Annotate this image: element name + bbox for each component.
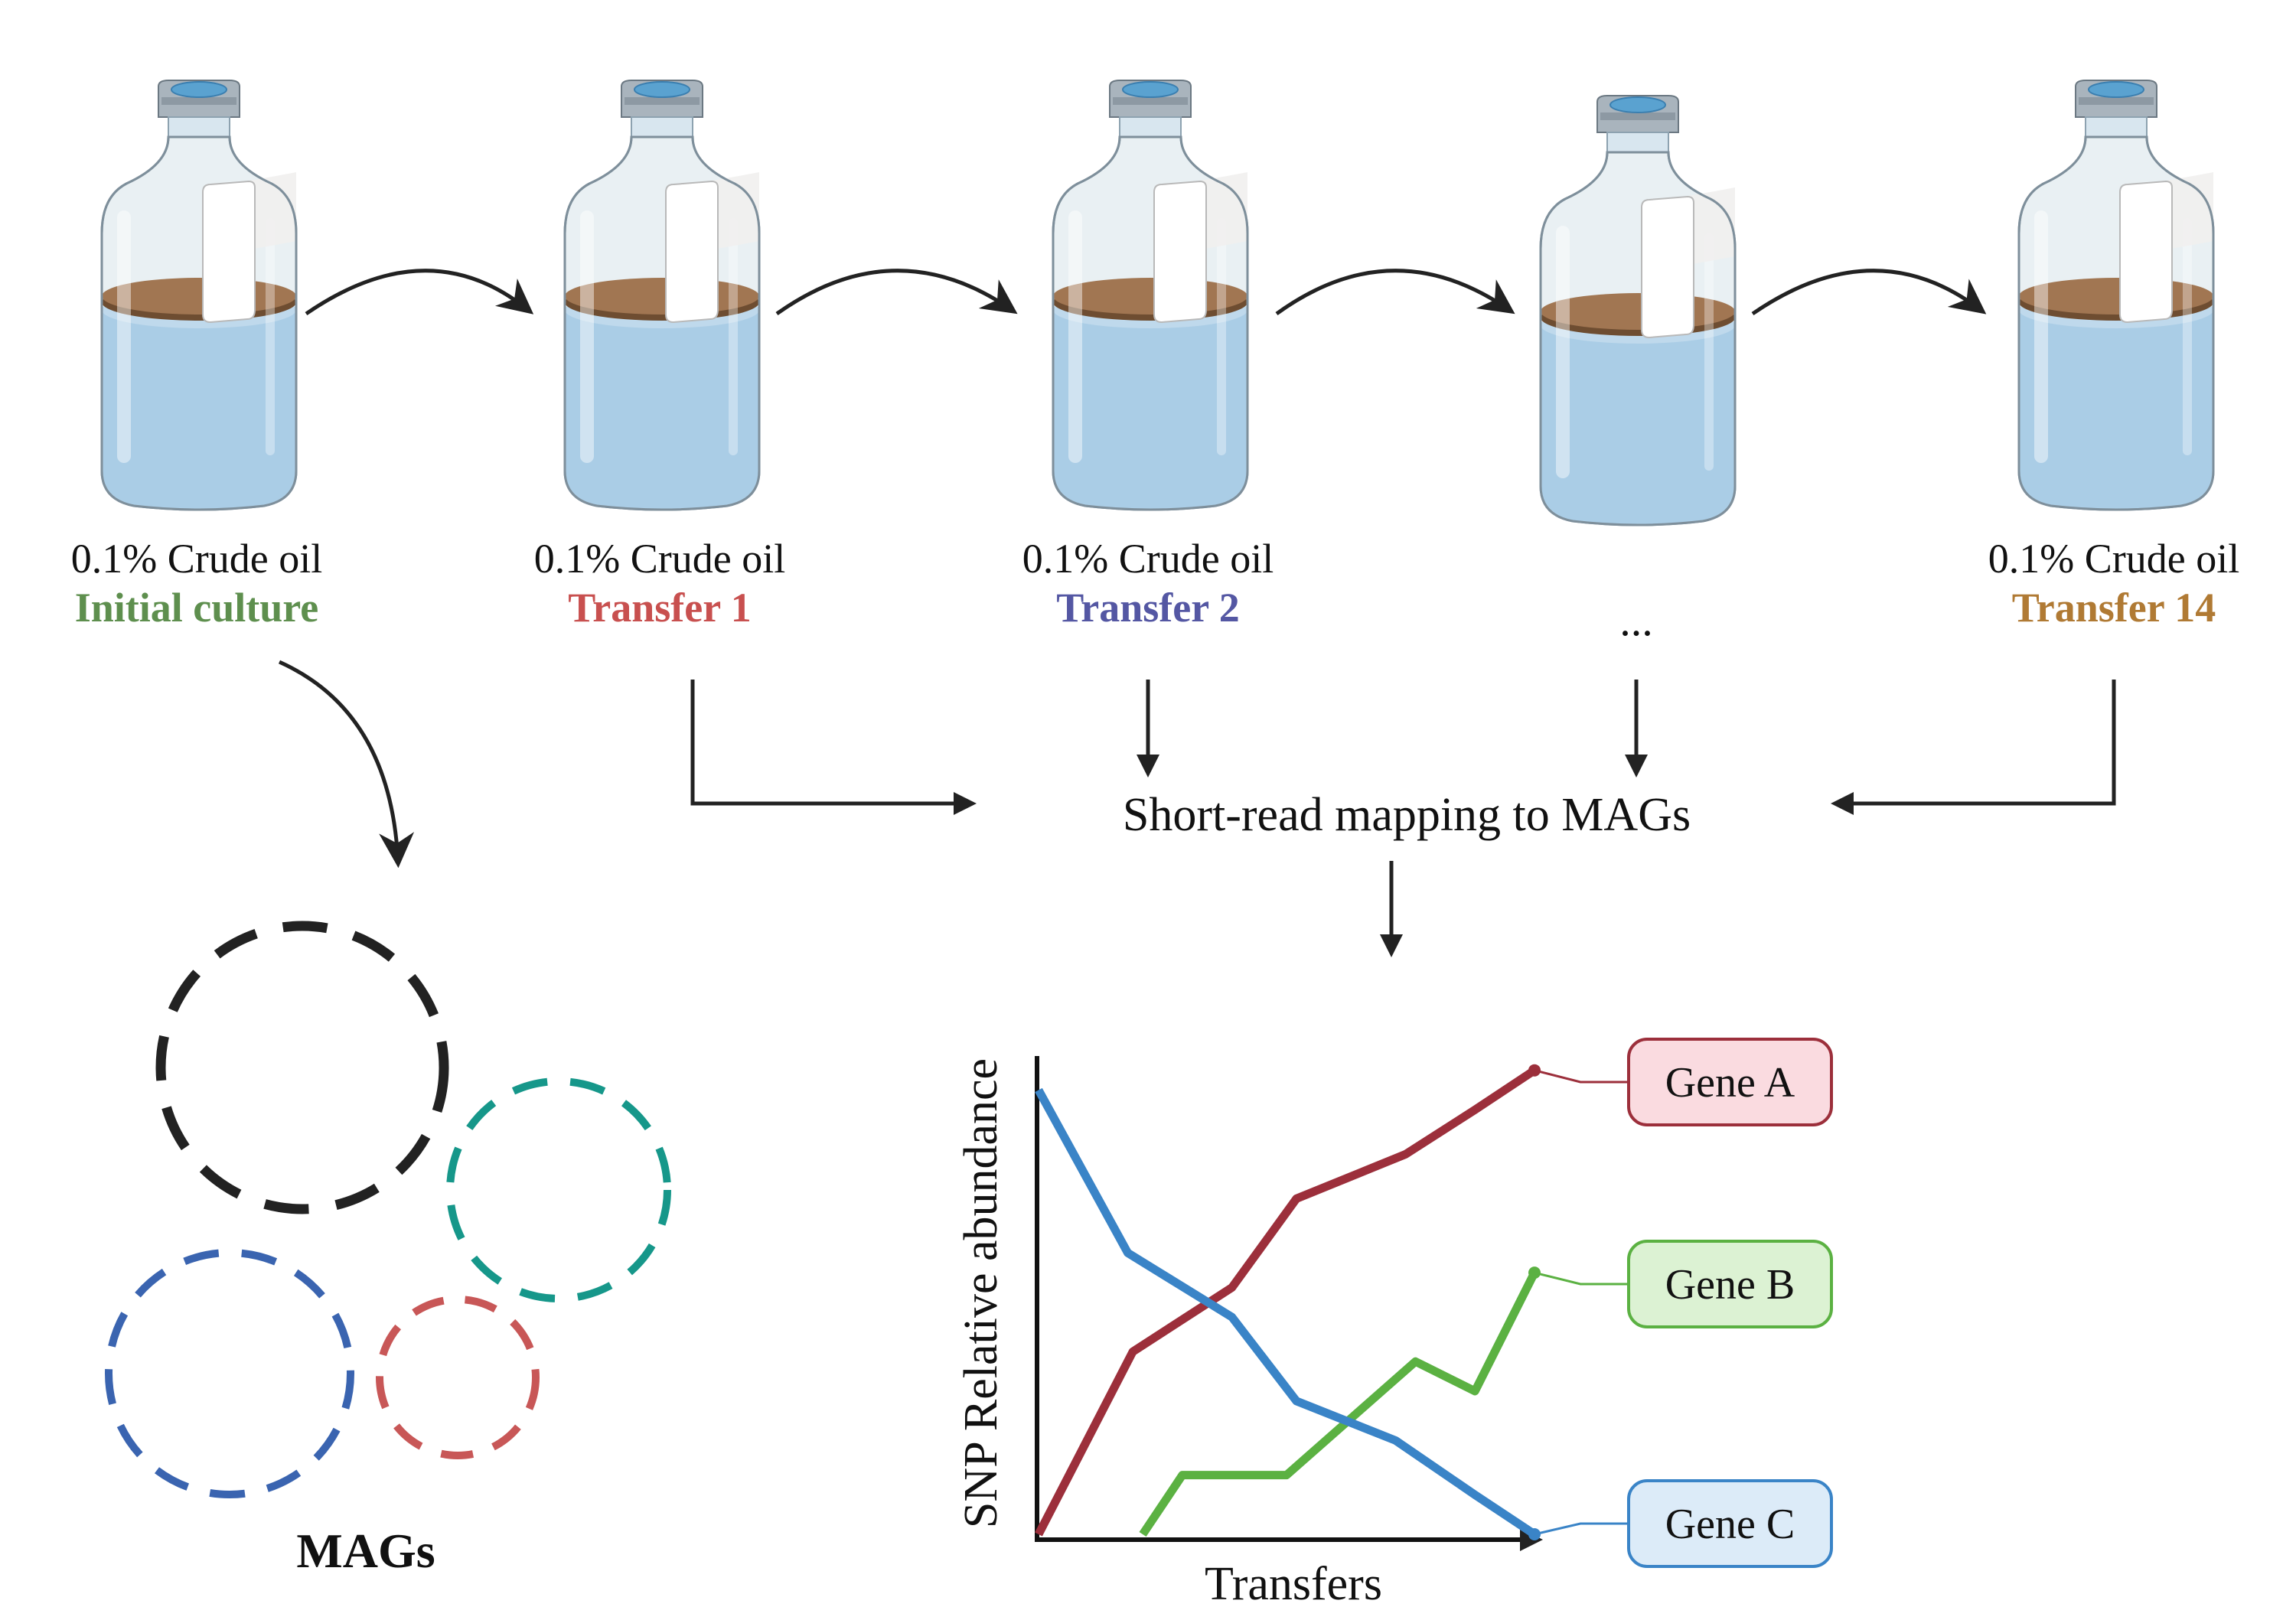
leader-gene-a bbox=[1534, 1069, 1629, 1084]
legend-box-gene-c bbox=[1627, 1479, 1833, 1568]
bottle-transfer-14 bbox=[2017, 79, 2215, 511]
bottle-transfer-1 bbox=[563, 79, 761, 511]
transfer-1-label: Transfer 1 bbox=[568, 585, 751, 631]
legend-label-gene-a: Gene A bbox=[1665, 1059, 1795, 1107]
legend-label-gene-c: Gene C bbox=[1665, 1501, 1795, 1548]
snp-chart: Transfers SNP Relative abundance Gene A G… bbox=[955, 1038, 1833, 1607]
y-axis-label: SNP Relative abundance bbox=[955, 1058, 1007, 1528]
legend-box-gene-a bbox=[1627, 1038, 1833, 1126]
legend-box-gene-b bbox=[1627, 1240, 1833, 1328]
series-line-gene-c bbox=[1035, 1087, 1538, 1538]
arrow-initial-to-t1 bbox=[305, 269, 534, 316]
mag-circle-red bbox=[376, 1296, 540, 1459]
transfer-2-condition: 0.1% Crude oil bbox=[1022, 536, 1274, 582]
initial-culture-label: Initial culture bbox=[75, 585, 319, 631]
transfer-2-label: Transfer 2 bbox=[1056, 585, 1239, 631]
legend-label-gene-b: Gene B bbox=[1665, 1261, 1795, 1309]
connector-transfer-1 bbox=[690, 680, 977, 815]
initial-culture-condition: 0.1% Crude oil bbox=[71, 536, 322, 582]
bottle-ellipsis bbox=[1539, 94, 1737, 526]
arrow-t1-to-t2 bbox=[775, 269, 1018, 316]
short-read-mapping-label: Short-read mapping to MAGs bbox=[1123, 789, 1691, 841]
leader-gene-b bbox=[1534, 1271, 1629, 1286]
series-line-gene-a bbox=[1035, 1067, 1538, 1537]
mag-circle-blue bbox=[105, 1249, 354, 1498]
ellipsis-label: ... bbox=[1619, 595, 1653, 645]
connector-transfer-14 bbox=[1831, 680, 2116, 815]
bottle-initial-culture bbox=[100, 79, 298, 511]
mags-label: MAGs bbox=[296, 1524, 435, 1578]
mag-circle-black bbox=[155, 921, 449, 1214]
leader-gene-c bbox=[1534, 1522, 1629, 1536]
bottle-transfer-2 bbox=[1052, 79, 1249, 511]
transfer-14-condition: 0.1% Crude oil bbox=[1988, 536, 2239, 582]
arrow-ellipsis-to-t14 bbox=[1751, 269, 1987, 316]
transfer-14-label: Transfer 14 bbox=[2012, 585, 2216, 631]
transfer-1-condition: 0.1% Crude oil bbox=[534, 536, 785, 582]
arrow-t2-to-ellipsis bbox=[1275, 269, 1515, 316]
arrow-initial-to-mags bbox=[278, 660, 415, 869]
mag-circle-teal bbox=[446, 1077, 671, 1302]
x-axis-label: Transfers bbox=[1205, 1558, 1382, 1607]
